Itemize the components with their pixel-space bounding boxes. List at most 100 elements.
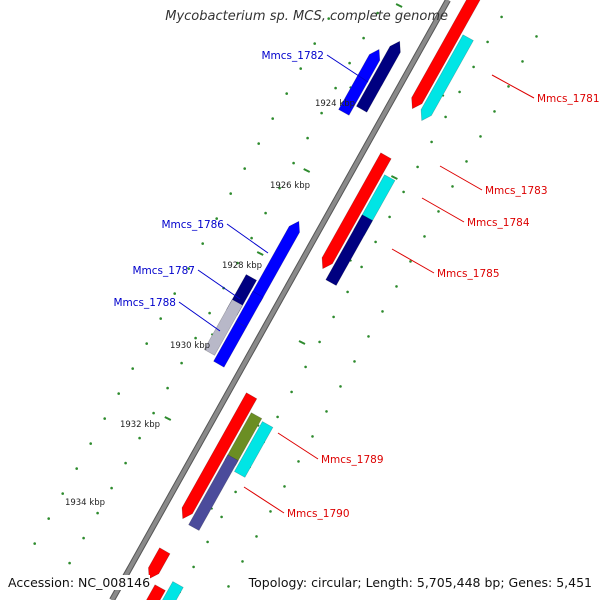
tick-major	[303, 168, 311, 173]
gene-navy	[325, 214, 374, 286]
tick-dot	[110, 486, 113, 490]
tick-dot	[376, 11, 379, 15]
ruler-label: 1928 kbp	[222, 261, 262, 271]
tick-dot	[465, 160, 468, 163]
gene-label: Mmcs_1785	[437, 268, 500, 280]
gene-label: Mmcs_1783	[485, 185, 548, 197]
gene-blue	[338, 48, 381, 116]
gene-silver	[203, 299, 244, 356]
tick-dot	[82, 536, 85, 540]
tick-dot	[458, 90, 461, 94]
tick-dot	[521, 60, 524, 63]
gene-leader-line	[226, 223, 269, 254]
tick-dot	[304, 365, 307, 369]
gene-label: Mmcs_1781	[537, 93, 600, 105]
tick-dot	[423, 235, 426, 238]
gene-cyan	[233, 421, 274, 478]
gene-red	[181, 392, 258, 520]
gene-labels: Mmcs_1781 Mmcs_1782 Mmcs_1783 Mmcs_1784 Mmcs…	[113, 50, 599, 520]
tick-dot	[194, 336, 197, 340]
tick-dot	[241, 560, 244, 563]
tick-dot	[61, 492, 64, 495]
tick-dot	[409, 260, 412, 263]
tick-dot	[192, 565, 195, 569]
tick-dot	[68, 561, 71, 565]
tick-dot	[367, 335, 370, 338]
tick-dot	[278, 186, 281, 190]
tick-dot	[444, 115, 447, 119]
gene-label: Mmcs_1788	[113, 297, 176, 309]
tick-dot	[201, 242, 204, 245]
genome-title: Mycobacterium sp. MCS, complete genome	[165, 9, 448, 24]
tick-dot	[206, 540, 209, 544]
tick-dot	[285, 92, 289, 95]
tick-dot	[255, 535, 258, 538]
tick-dot	[334, 86, 337, 90]
tick-dot	[320, 111, 323, 115]
tick-dot	[500, 15, 503, 19]
tick-dot	[257, 142, 261, 145]
tick-dot	[131, 367, 134, 370]
backbone-line	[110, 0, 450, 600]
tick-major	[390, 175, 398, 180]
tick-major	[256, 251, 264, 256]
tick-dot	[215, 217, 218, 220]
tick-dot	[152, 411, 155, 415]
tick-dot	[360, 265, 363, 269]
tick-major	[164, 416, 172, 421]
tick-dot	[479, 135, 482, 138]
tick-dot	[472, 65, 475, 69]
genome-summary-text: Topology: circular; Length: 5,705,448 bp…	[248, 575, 592, 590]
gene-cyan	[162, 581, 184, 600]
ruler-label: 1934 kbp	[65, 498, 105, 508]
tick-dot	[117, 392, 120, 395]
tick-dot	[346, 290, 349, 294]
tick-dot	[89, 442, 92, 445]
ruler-labels: 1924 kbp 1926 kbp 1928 kbp 1930 kbp 1932 kbp…	[65, 99, 355, 508]
tick-dot	[451, 185, 454, 188]
gene-blue	[213, 320, 247, 368]
tick-dot	[145, 342, 148, 345]
tick-dot	[243, 167, 246, 170]
gene-leader-line	[439, 165, 483, 191]
tick-dot	[381, 310, 384, 313]
tick-dot	[159, 317, 162, 320]
gene-leader-line	[491, 74, 535, 99]
tick-dot	[283, 485, 286, 488]
tick-dot	[227, 585, 230, 588]
tick-dot	[297, 460, 300, 463]
tick-dot	[292, 161, 295, 165]
tick-dot	[318, 340, 321, 344]
ruler-label: 1930 kbp	[170, 341, 210, 351]
tick-dot	[220, 515, 223, 519]
tick-dot	[229, 192, 232, 195]
ruler-label: 1926 kbp	[270, 181, 310, 191]
tick-dot	[535, 35, 538, 38]
gene-leader-line	[178, 301, 221, 332]
tick-major	[395, 3, 403, 8]
tick-dot	[306, 136, 309, 140]
gene-label: Mmcs_1784	[467, 217, 530, 229]
tick-dot	[33, 542, 36, 545]
tick-dot	[299, 67, 303, 70]
gene-leader-line	[421, 197, 465, 223]
tick-dot	[96, 511, 99, 515]
tick-dot	[311, 435, 314, 438]
gene-red	[146, 584, 166, 600]
backbone	[109, 0, 451, 600]
tick-dot	[402, 190, 405, 194]
gene-leader-line	[243, 486, 285, 514]
tick-dot	[416, 165, 419, 169]
tick-dot	[75, 467, 78, 470]
gene-cyan	[420, 34, 474, 122]
tick-dot	[325, 410, 328, 413]
ruler-label: 1932 kbp	[120, 420, 160, 430]
tick-dot	[271, 117, 275, 120]
gene-slate	[188, 454, 239, 531]
tick-dot	[166, 386, 169, 390]
tick-dot	[313, 42, 317, 45]
tick-dot	[327, 17, 331, 20]
gene-red	[411, 0, 481, 110]
